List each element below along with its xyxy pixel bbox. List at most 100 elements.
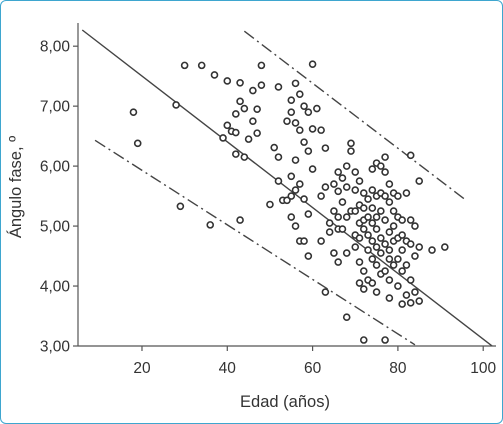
- data-point: [180, 61, 189, 70]
- x-tick-label: 60: [304, 360, 322, 377]
- data-point: [338, 225, 347, 233]
- data-point: [325, 219, 334, 227]
- data-point: [351, 207, 360, 215]
- axes-layer: 3,00 4,00 5,00 6,00 7,00 8,00 20 40 60 80 100: [40, 23, 497, 377]
- data-point: [398, 231, 406, 239]
- data-point: [385, 255, 394, 263]
- data-point: [411, 222, 419, 230]
- data-point: [283, 196, 291, 205]
- data-point: [330, 180, 338, 188]
- data-point: [381, 168, 389, 176]
- data-point: [287, 172, 296, 181]
- data-point: [253, 105, 261, 113]
- data-point: [321, 144, 330, 152]
- data-point: [342, 183, 351, 191]
- data-point: [244, 135, 253, 143]
- data-point: [355, 258, 364, 266]
- data-point: [129, 108, 138, 116]
- data-point: [287, 108, 296, 116]
- data-point: [249, 86, 257, 95]
- data-point: [295, 126, 304, 134]
- data-point: [274, 177, 283, 185]
- x-tick-label: 20: [133, 360, 151, 377]
- data-point: [406, 216, 415, 224]
- data-point: [249, 117, 257, 125]
- data-point: [402, 261, 411, 269]
- data-point: [406, 240, 415, 248]
- data-point: [351, 168, 360, 176]
- data-point: [385, 180, 394, 188]
- data-point: [317, 126, 325, 134]
- data-point: [398, 267, 406, 275]
- data-point: [219, 134, 227, 142]
- data-point: [377, 207, 385, 215]
- data-point: [338, 198, 347, 206]
- data-point: [313, 104, 321, 113]
- data-point: [223, 77, 232, 85]
- data-point: [304, 108, 313, 116]
- data-point: [389, 261, 398, 269]
- x-tick-label: 100: [470, 360, 496, 377]
- data-point: [291, 79, 300, 88]
- data-point: [381, 216, 389, 224]
- data-point: [232, 128, 240, 137]
- data-point: [368, 219, 377, 227]
- data-point: [381, 336, 389, 344]
- data-point: [385, 228, 394, 236]
- y-tick-label: 8,00: [40, 39, 71, 56]
- data-point: [176, 202, 185, 211]
- data-point: [232, 110, 240, 118]
- data-point: [342, 213, 351, 221]
- data-point: [330, 249, 338, 257]
- data-point: [291, 186, 300, 194]
- y-tick-label: 3,00: [40, 339, 71, 356]
- data-point: [334, 213, 342, 221]
- data-point: [304, 210, 313, 218]
- data-point: [223, 121, 232, 130]
- data-point: [364, 231, 372, 239]
- data-point: [415, 177, 424, 185]
- data-point: [406, 299, 415, 307]
- data-point: [236, 97, 244, 106]
- data-point: [368, 165, 377, 173]
- data-point: [385, 276, 394, 284]
- data-point: [441, 243, 449, 251]
- data-point: [325, 228, 334, 236]
- data-point: [359, 204, 368, 212]
- data-point: [287, 192, 296, 200]
- data-point: [210, 71, 219, 79]
- data-point: [372, 213, 381, 221]
- data-point: [372, 261, 381, 269]
- data-point: [291, 222, 300, 230]
- x-tick-label: 80: [389, 360, 407, 377]
- data-point: [257, 61, 266, 70]
- data-point: [415, 297, 424, 305]
- data-point: [347, 139, 355, 148]
- data-point: [411, 252, 419, 260]
- data-point: [359, 225, 368, 233]
- y-tick-label: 4,00: [40, 279, 71, 296]
- data-point: [274, 153, 283, 161]
- trend-lines-layer: [81, 29, 494, 346]
- data-point: [364, 246, 372, 254]
- data-point: [334, 187, 342, 196]
- data-point: [381, 240, 389, 248]
- data-point: [402, 189, 411, 197]
- data-point: [304, 147, 313, 155]
- y-tick-label: 7,00: [40, 99, 71, 116]
- data-point: [377, 162, 385, 170]
- data-point: [381, 267, 389, 275]
- data-point: [330, 207, 338, 215]
- data-point: [389, 222, 398, 230]
- data-point: [338, 174, 347, 182]
- data-point: [402, 291, 411, 299]
- data-point: [321, 288, 330, 296]
- data-point: [368, 255, 377, 263]
- data-point: [308, 165, 317, 173]
- data-point: [394, 255, 402, 263]
- data-point: [385, 198, 394, 206]
- data-point: [372, 225, 381, 233]
- data-point: [300, 237, 308, 245]
- data-point: [206, 221, 215, 229]
